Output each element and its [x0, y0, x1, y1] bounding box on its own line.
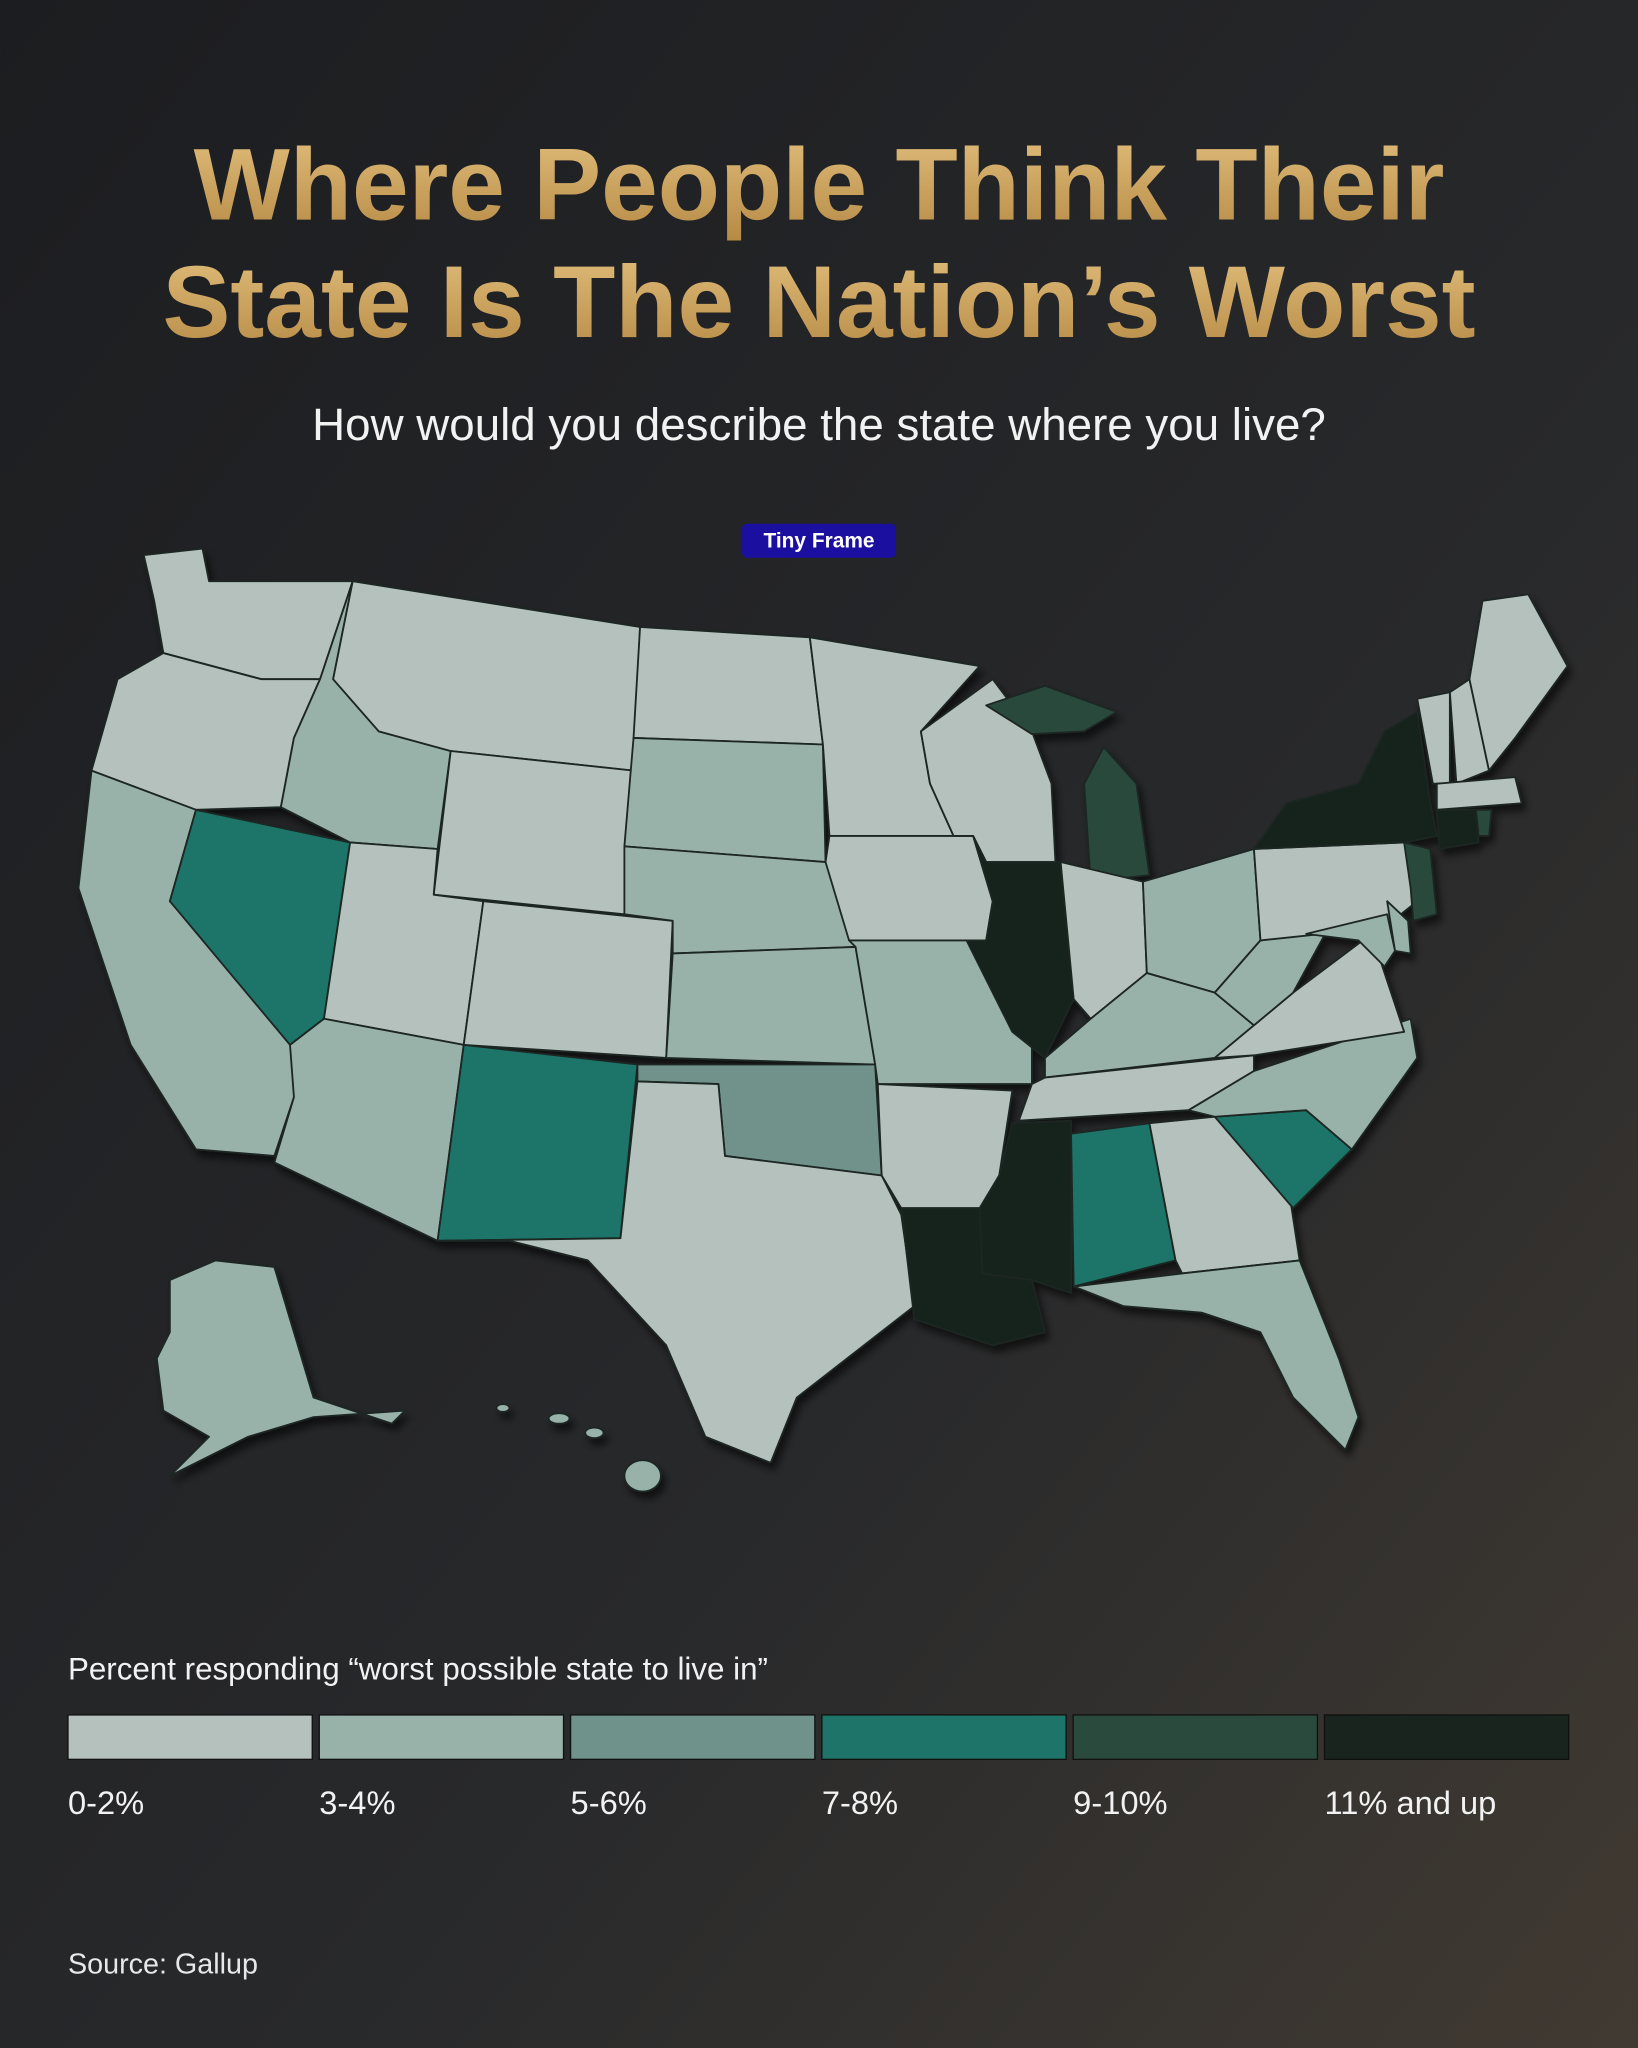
legend-label: 9-10% — [1073, 1784, 1167, 1821]
state-shape — [824, 835, 994, 942]
us-map — [77, 547, 1569, 1493]
state-shape — [495, 1403, 511, 1413]
state-shape — [547, 1412, 571, 1425]
legend-swatch — [318, 1714, 565, 1760]
state-shape — [436, 1080, 916, 1464]
state-shape — [978, 1119, 1072, 1294]
state-shape — [623, 1459, 662, 1493]
legend-swatch — [1072, 1714, 1319, 1760]
badge-box — [741, 523, 897, 558]
subtitle: How would you describe the state where y… — [312, 399, 1326, 450]
legend-label: 5-6% — [571, 1784, 647, 1821]
badge: Tiny Frame — [764, 529, 875, 552]
source: Source: Gallup — [68, 1949, 258, 1981]
title-line: State Is The Nation’s Worst — [162, 245, 1475, 359]
legend-label: 3-4% — [319, 1784, 395, 1821]
state-shape — [623, 737, 827, 863]
state-shape — [1253, 710, 1438, 850]
state-shape — [1072, 1259, 1360, 1451]
state-shape — [1435, 808, 1480, 850]
state-shape — [1187, 1017, 1419, 1151]
state-shape — [1468, 593, 1569, 772]
state-shape — [155, 1259, 406, 1477]
state-shape — [432, 750, 635, 916]
legend-label: 11% and up — [1324, 1784, 1496, 1821]
state-shape — [985, 684, 1118, 735]
legend-label: 0-2% — [68, 1784, 144, 1821]
legend: 0-2% 3-4% 5-6% 7-8% 9-10% 11% and up — [67, 1714, 1570, 1821]
state-shape — [1435, 776, 1523, 811]
legend-swatch — [67, 1714, 313, 1760]
state-shape — [436, 1043, 639, 1242]
state-shape — [584, 1426, 605, 1439]
legend-swatch — [821, 1714, 1067, 1760]
legend-swatch — [1323, 1714, 1570, 1760]
state-shape — [462, 900, 674, 1059]
legend-label: 7-8% — [822, 1784, 898, 1821]
legend-title: Percent responding “worst possible state… — [68, 1652, 768, 1687]
state-shape — [1305, 913, 1396, 968]
state-shape — [665, 946, 877, 1066]
state-shape — [1475, 808, 1493, 837]
legend-swatch — [569, 1714, 816, 1760]
title-line: Where People Think Their — [194, 127, 1445, 241]
state-shape — [1403, 841, 1438, 922]
state-shape — [632, 626, 824, 746]
